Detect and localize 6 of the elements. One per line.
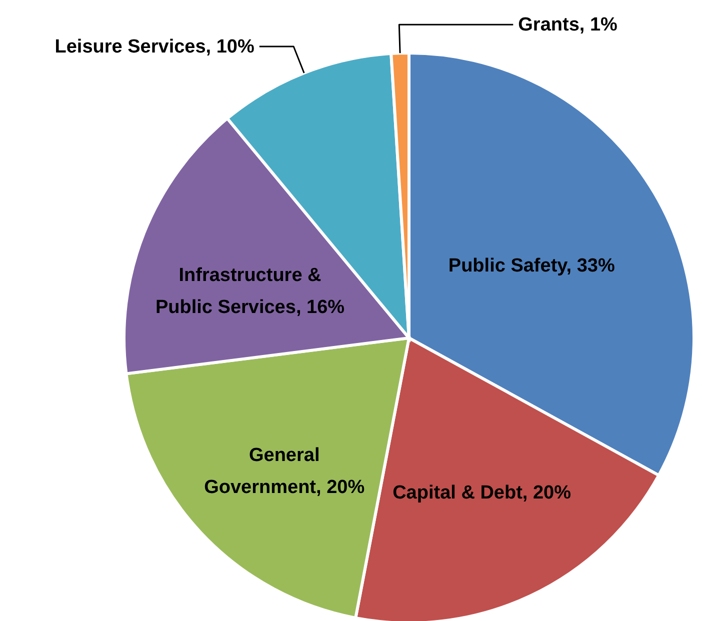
slice-label: Public Safety, 33% xyxy=(448,255,616,276)
slice-label: General Government, 20% xyxy=(204,445,365,498)
slice-label: Leisure Services, 10% xyxy=(54,36,254,58)
slice-label: Grants, 1% xyxy=(518,14,618,36)
slice-label: Infrastructure & Public Services, 16% xyxy=(155,265,345,318)
slice-label: Capital & Debt, 20% xyxy=(392,482,572,504)
